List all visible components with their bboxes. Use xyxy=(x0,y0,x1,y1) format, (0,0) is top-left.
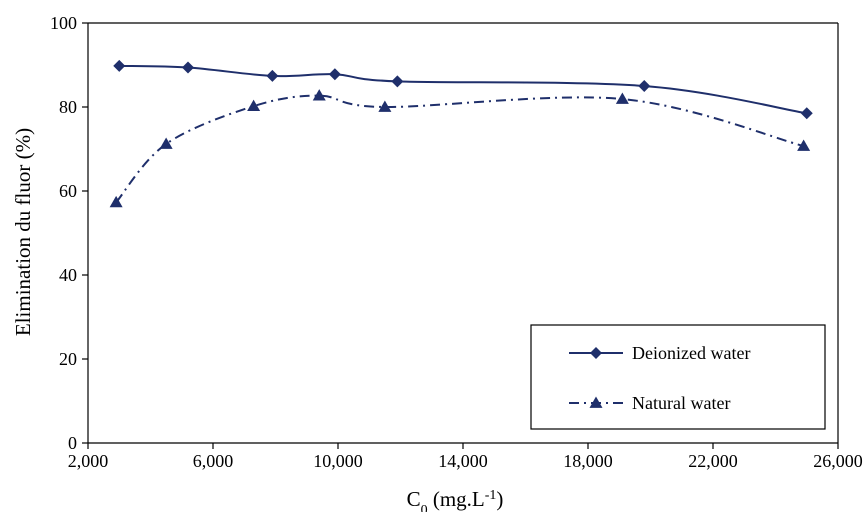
legend: Deionized water Natural water xyxy=(530,324,826,430)
x-tick-label: 26,000 xyxy=(813,451,863,471)
data-point xyxy=(378,100,392,112)
y-tick-label: 80 xyxy=(59,97,77,117)
data-point xyxy=(328,68,341,81)
x-axis-title-rest: (mg.L xyxy=(428,487,485,511)
y-tick-label: 60 xyxy=(59,181,77,201)
series-deionized-water xyxy=(113,59,813,120)
y-tick-label: 20 xyxy=(59,349,77,369)
series-line xyxy=(115,94,804,203)
x-tick-label: 10,000 xyxy=(313,451,363,471)
x-tick-label: 18,000 xyxy=(563,451,613,471)
y-tick-label: 100 xyxy=(50,13,77,33)
legend-swatch-marker xyxy=(590,347,602,359)
y-tick-label: 40 xyxy=(59,265,77,285)
x-axis-title-sup: -1 xyxy=(485,488,497,503)
series-line xyxy=(119,64,807,115)
series-natural-water xyxy=(109,89,811,208)
series-layer xyxy=(109,59,813,208)
legend-label: Deionized water xyxy=(632,343,750,363)
y-axis-title: Elimination du fluor (%) xyxy=(11,128,35,336)
data-point xyxy=(615,92,629,104)
data-point xyxy=(800,107,813,120)
x-tick-label: 22,000 xyxy=(688,451,738,471)
data-point xyxy=(266,69,279,82)
data-point xyxy=(638,80,651,92)
data-point xyxy=(797,139,811,151)
x-tick-label: 14,000 xyxy=(438,451,488,471)
x-axis-title-sub: 0 xyxy=(421,503,428,512)
x-axis-title-close: ) xyxy=(496,487,503,511)
x-axis-title: C0 (mg.L-1) xyxy=(407,487,504,512)
legend-swatch-marker xyxy=(589,396,603,408)
axes: 0 20 40 60 80 100 2,000 6,000 10,000 14,000 18,000… xyxy=(50,13,863,471)
x-tick-label: 2,000 xyxy=(68,451,109,471)
legend-box xyxy=(530,324,826,430)
data-point xyxy=(312,89,326,101)
legend-label: Natural water xyxy=(632,393,730,413)
data-point xyxy=(113,59,126,72)
data-point xyxy=(391,75,404,88)
x-axis-title-main: C xyxy=(407,487,421,511)
data-point xyxy=(182,61,194,74)
data-point xyxy=(159,137,173,149)
y-tick-label: 0 xyxy=(68,433,77,453)
x-tick-label: 6,000 xyxy=(193,451,234,471)
data-point xyxy=(109,195,123,208)
data-point xyxy=(247,99,261,112)
